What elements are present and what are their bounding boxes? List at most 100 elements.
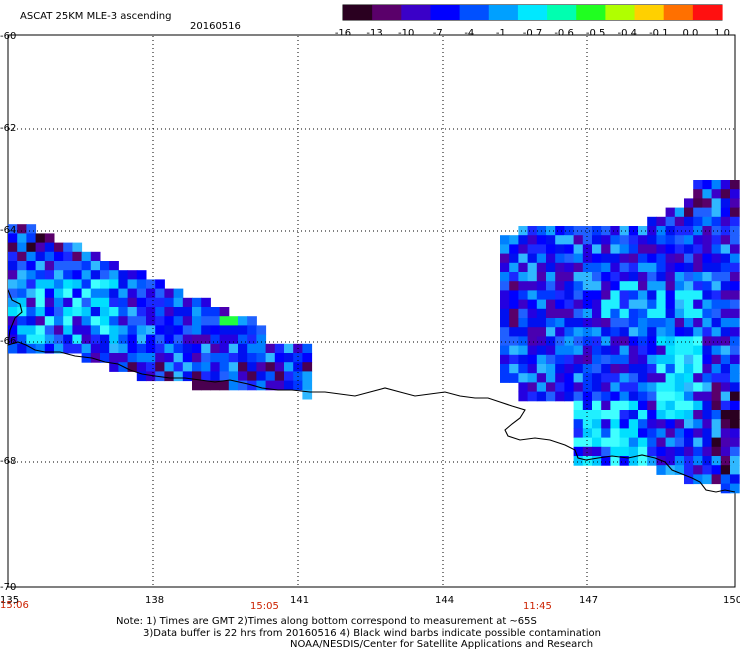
wind-cell [536, 382, 547, 393]
wind-cell [527, 262, 538, 273]
wind-cell [509, 299, 519, 310]
wind-cell [693, 235, 703, 245]
wind-cell [582, 437, 593, 448]
wind-cell [730, 382, 740, 393]
wind-cell [238, 353, 248, 363]
wind-cell [693, 290, 703, 301]
wind-cell [238, 325, 248, 336]
wind-cell [665, 207, 676, 218]
wind-cell [44, 297, 55, 308]
wind-cell [638, 299, 648, 310]
wind-cell [182, 362, 193, 372]
wind-cell [118, 353, 129, 363]
wind-cell [127, 297, 138, 308]
wind-cell [564, 308, 575, 319]
wind-cell [274, 353, 285, 363]
wind-cell [44, 270, 55, 280]
wind-cell [693, 253, 703, 264]
wind-cell [601, 437, 611, 448]
wind-cell [582, 354, 593, 365]
wind-cell [573, 262, 584, 273]
wind-cell [674, 373, 685, 383]
wind-cell [192, 325, 202, 336]
wind-cell [711, 262, 722, 273]
wind-cell [81, 325, 92, 336]
wind-cell [26, 307, 37, 317]
wind-cell [638, 364, 648, 374]
wind-cell [592, 281, 602, 291]
wind-cell [720, 336, 731, 347]
wind-cell [628, 428, 639, 439]
wind-cell [100, 353, 110, 363]
wind-cell [118, 279, 129, 290]
wind-cell [72, 251, 83, 262]
wind-cell [509, 253, 519, 264]
wind-cell [564, 290, 575, 301]
wind-cell [684, 419, 694, 429]
wind-cell [54, 251, 64, 262]
wind-cell [582, 446, 593, 457]
wind-cell [173, 343, 184, 354]
wind-cell [72, 343, 83, 354]
wind-cell [136, 334, 147, 345]
wind-cell [720, 483, 731, 494]
wind-cell [81, 297, 92, 308]
wind-cell [674, 235, 685, 245]
wind-cell [720, 262, 731, 273]
wind-cell [665, 299, 676, 310]
wind-cell [54, 288, 64, 299]
wind-cell [555, 354, 565, 365]
wind-cell [573, 373, 584, 383]
wind-cell [210, 334, 221, 345]
wind-cell [192, 316, 202, 326]
note-line-3: NOAA/NESDIS/Center for Satellite Applica… [290, 639, 593, 650]
wind-cell [536, 373, 547, 383]
wind-cell [684, 400, 694, 411]
wind-cell [127, 316, 138, 326]
wind-cell [518, 235, 529, 245]
wind-cell [146, 325, 156, 336]
wind-cell [247, 371, 257, 382]
wind-cell [684, 437, 694, 448]
wind-cell [628, 373, 639, 383]
wind-cell [555, 382, 565, 393]
wind-cell [656, 327, 667, 337]
wind-cell [26, 297, 37, 308]
wind-cell [592, 419, 602, 429]
wind-cell [674, 262, 685, 273]
wind-cell [582, 382, 593, 393]
wind-cell [647, 290, 657, 301]
wind-cell [302, 371, 313, 382]
wind-cell [573, 290, 584, 301]
wind-cell [109, 316, 119, 326]
wind-cell [684, 373, 694, 383]
wind-cell [573, 364, 584, 374]
wind-cell [518, 262, 529, 273]
wind-cell [582, 272, 593, 282]
wind-cell [500, 327, 510, 337]
wind-cell [146, 279, 156, 290]
wind-cell [674, 391, 685, 402]
wind-cell [592, 373, 602, 383]
wind-cell [610, 456, 621, 466]
wind-cell [100, 325, 110, 336]
wind-cell [164, 307, 175, 317]
wind-cell [63, 242, 73, 253]
wind-cell [720, 474, 731, 485]
wind-cell [638, 235, 648, 245]
wind-cell [619, 262, 630, 273]
wind-cell [711, 272, 722, 282]
wind-cell [638, 391, 648, 402]
wind-cell [182, 353, 193, 363]
wind-cell [702, 419, 713, 429]
wind-cell [573, 244, 584, 255]
wind-cell [136, 353, 147, 363]
wind-cell [619, 345, 630, 356]
wind-cell [518, 354, 529, 365]
wind-cell [192, 334, 202, 345]
wind-cell [665, 446, 676, 457]
wind-cell [63, 279, 73, 290]
wind-cell [500, 290, 510, 301]
wind-cell [592, 308, 602, 319]
wind-cell [546, 226, 556, 236]
